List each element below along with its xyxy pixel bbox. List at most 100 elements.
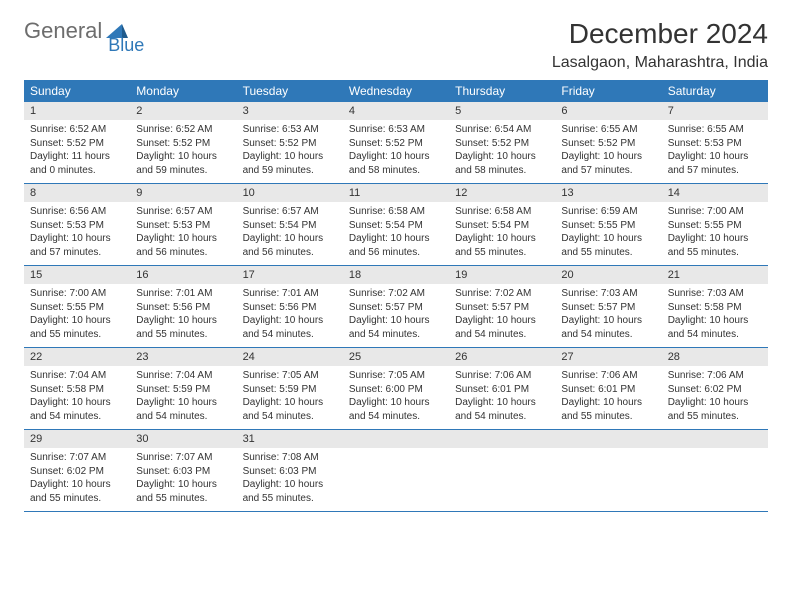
calendar-cell: 17 Sunrise: 7:01 AMSunset: 5:56 PMDayligh… [237, 266, 343, 348]
calendar-cell: 9Sunrise: 6:57 AMSunset: 5:53 PMDaylight… [130, 184, 236, 266]
sunrise-text: Sunrise: 6:57 AM [243, 205, 337, 219]
calendar-cell: 23Sunrise: 7:04 AMSunset: 5:59 PMDayligh… [130, 348, 236, 430]
daylight-text: Daylight: 10 hours and 54 minutes. [349, 396, 443, 423]
day-info: Sunrise: 7:06 AMSunset: 6:01 PMDaylight:… [555, 366, 661, 429]
sunset-text: Sunset: 5:54 PM [349, 219, 443, 233]
day-info: Sunrise: 6:58 AMSunset: 5:54 PMDaylight:… [449, 202, 555, 265]
sunrise-text: Sunrise: 7:02 AM [349, 287, 443, 301]
sunset-text: Sunset: 5:57 PM [455, 301, 549, 315]
sunrise-text: Sunrise: 7:02 AM [455, 287, 549, 301]
calendar-table: SundayMondayTuesdayWednesdayThursdayFrid… [24, 80, 768, 512]
day-header: Friday [555, 80, 661, 102]
calendar-cell: 2Sunrise: 6:52 AMSunset: 5:52 PMDaylight… [130, 102, 236, 184]
sunset-text: Sunset: 6:02 PM [30, 465, 124, 479]
day-info: Sunrise: 7:00 AMSunset: 5:55 PMDaylight:… [24, 284, 130, 347]
calendar-cell: 18Sunrise: 7:02 AMSunset: 5:57 PMDayligh… [343, 266, 449, 348]
title-block: December 2024 Lasalgaon, Maharashtra, In… [552, 18, 768, 72]
calendar-cell: 8Sunrise: 6:56 AMSunset: 5:53 PMDaylight… [24, 184, 130, 266]
sunrise-text: Sunrise: 7:07 AM [136, 451, 230, 465]
sunrise-text: Sunrise: 7:06 AM [668, 369, 762, 383]
day-info: Sunrise: 7:05 AMSunset: 6:00 PMDaylight:… [343, 366, 449, 429]
sunrise-text: Sunrise: 7:06 AM [455, 369, 549, 383]
calendar-cell [343, 430, 449, 512]
daylight-text: Daylight: 10 hours and 54 minutes. [243, 314, 337, 341]
day-info: Sunrise: 7:07 AMSunset: 6:02 PMDaylight:… [24, 448, 130, 511]
logo-text-blue: Blue [108, 35, 144, 56]
sunrise-text: Sunrise: 7:07 AM [30, 451, 124, 465]
day-number: 16 [130, 266, 236, 284]
sunrise-text: Sunrise: 7:01 AM [243, 287, 337, 301]
day-info: Sunrise: 7:03 AMSunset: 5:57 PMDaylight:… [555, 284, 661, 347]
sunrise-text: Sunrise: 7:05 AM [349, 369, 443, 383]
daylight-text: Daylight: 10 hours and 55 minutes. [136, 314, 230, 341]
sunrise-text: Sunrise: 6:53 AM [349, 123, 443, 137]
day-header: Thursday [449, 80, 555, 102]
day-info: Sunrise: 7:01 AMSunset: 5:56 PMDaylight:… [130, 284, 236, 347]
calendar-cell: 13Sunrise: 6:59 AMSunset: 5:55 PMDayligh… [555, 184, 661, 266]
daylight-text: Daylight: 10 hours and 55 minutes. [455, 232, 549, 259]
calendar-cell: 11Sunrise: 6:58 AMSunset: 5:54 PMDayligh… [343, 184, 449, 266]
day-info: Sunrise: 6:57 AMSunset: 5:54 PMDaylight:… [237, 202, 343, 265]
calendar-cell: 15Sunrise: 7:00 AMSunset: 5:55 PMDayligh… [24, 266, 130, 348]
day-header: Wednesday [343, 80, 449, 102]
sunset-text: Sunset: 5:58 PM [668, 301, 762, 315]
sunset-text: Sunset: 5:52 PM [455, 137, 549, 151]
day-number: 10 [237, 184, 343, 202]
sunrise-text: Sunrise: 7:03 AM [561, 287, 655, 301]
sunset-text: Sunset: 5:52 PM [30, 137, 124, 151]
sunrise-text: Sunrise: 7:06 AM [561, 369, 655, 383]
daylight-text: Daylight: 10 hours and 55 minutes. [30, 314, 124, 341]
sunset-text: Sunset: 5:53 PM [30, 219, 124, 233]
day-number: 13 [555, 184, 661, 202]
calendar-cell: 19Sunrise: 7:02 AMSunset: 5:57 PMDayligh… [449, 266, 555, 348]
calendar-cell: 22Sunrise: 7:04 AMSunset: 5:58 PMDayligh… [24, 348, 130, 430]
day-info: Sunrise: 7:04 AMSunset: 5:59 PMDaylight:… [130, 366, 236, 429]
sunrise-text: Sunrise: 7:00 AM [30, 287, 124, 301]
day-info: Sunrise: 7:06 AMSunset: 6:01 PMDaylight:… [449, 366, 555, 429]
calendar-cell: 5Sunrise: 6:54 AMSunset: 5:52 PMDaylight… [449, 102, 555, 184]
day-info: Sunrise: 7:02 AMSunset: 5:57 PMDaylight:… [449, 284, 555, 347]
daylight-text: Daylight: 10 hours and 58 minutes. [455, 150, 549, 177]
sunset-text: Sunset: 6:02 PM [668, 383, 762, 397]
daylight-text: Daylight: 10 hours and 55 minutes. [561, 232, 655, 259]
day-number: 17 [237, 266, 343, 284]
day-info: Sunrise: 6:56 AMSunset: 5:53 PMDaylight:… [24, 202, 130, 265]
location-text: Lasalgaon, Maharashtra, India [552, 54, 768, 72]
daylight-text: Daylight: 10 hours and 57 minutes. [668, 150, 762, 177]
daylight-text: Daylight: 10 hours and 56 minutes. [243, 232, 337, 259]
sunset-text: Sunset: 5:56 PM [243, 301, 337, 315]
day-number: 27 [555, 348, 661, 366]
sunset-text: Sunset: 6:03 PM [243, 465, 337, 479]
day-info: Sunrise: 6:53 AMSunset: 5:52 PMDaylight:… [343, 120, 449, 183]
sunrise-text: Sunrise: 7:03 AM [668, 287, 762, 301]
calendar-week: 29Sunrise: 7:07 AMSunset: 6:02 PMDayligh… [24, 430, 768, 512]
page-header: General Blue December 2024 Lasalgaon, Ma… [24, 18, 768, 72]
day-number-empty [555, 430, 661, 448]
sunset-text: Sunset: 5:53 PM [136, 219, 230, 233]
calendar-cell: 26Sunrise: 7:06 AMSunset: 6:01 PMDayligh… [449, 348, 555, 430]
sunset-text: Sunset: 5:55 PM [668, 219, 762, 233]
logo: General Blue [24, 18, 166, 44]
day-number: 28 [662, 348, 768, 366]
day-number: 23 [130, 348, 236, 366]
calendar-cell: 1Sunrise: 6:52 AMSunset: 5:52 PMDaylight… [24, 102, 130, 184]
day-info: Sunrise: 6:53 AMSunset: 5:52 PMDaylight:… [237, 120, 343, 183]
daylight-text: Daylight: 10 hours and 55 minutes. [30, 478, 124, 505]
calendar-cell: 7Sunrise: 6:55 AMSunset: 5:53 PMDaylight… [662, 102, 768, 184]
sunset-text: Sunset: 5:57 PM [561, 301, 655, 315]
sunrise-text: Sunrise: 7:00 AM [668, 205, 762, 219]
day-number: 31 [237, 430, 343, 448]
sunset-text: Sunset: 6:01 PM [455, 383, 549, 397]
sunset-text: Sunset: 5:58 PM [30, 383, 124, 397]
sunrise-text: Sunrise: 6:57 AM [136, 205, 230, 219]
day-number: 6 [555, 102, 661, 120]
daylight-text: Daylight: 10 hours and 55 minutes. [243, 478, 337, 505]
calendar-cell: 31Sunrise: 7:08 AMSunset: 6:03 PMDayligh… [237, 430, 343, 512]
sunrise-text: Sunrise: 6:59 AM [561, 205, 655, 219]
calendar-cell: 3Sunrise: 6:53 AMSunset: 5:52 PMDaylight… [237, 102, 343, 184]
sunrise-text: Sunrise: 6:58 AM [455, 205, 549, 219]
day-info: Sunrise: 6:59 AMSunset: 5:55 PMDaylight:… [555, 202, 661, 265]
day-number: 19 [449, 266, 555, 284]
sunrise-text: Sunrise: 6:52 AM [30, 123, 124, 137]
sunset-text: Sunset: 6:01 PM [561, 383, 655, 397]
